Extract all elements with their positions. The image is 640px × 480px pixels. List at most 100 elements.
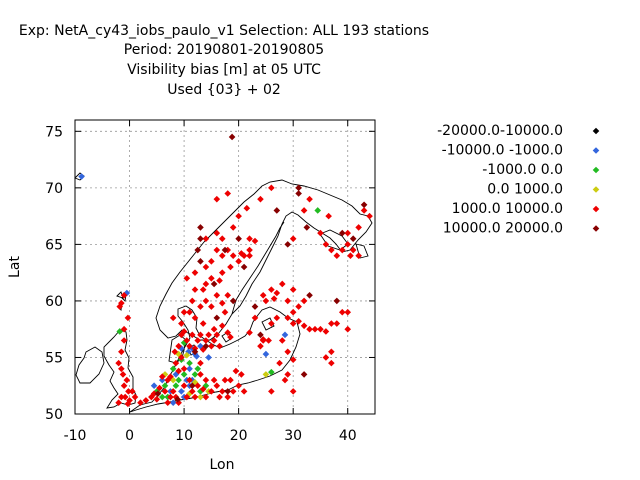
data-point xyxy=(224,291,232,299)
data-point xyxy=(284,371,292,378)
data-point xyxy=(131,393,139,401)
data-point xyxy=(306,325,313,333)
data-point xyxy=(284,314,292,322)
data-point xyxy=(202,280,210,288)
data-point xyxy=(191,269,199,276)
data-point xyxy=(284,297,292,305)
data-point xyxy=(175,399,182,406)
data-point xyxy=(188,388,196,395)
data-point xyxy=(273,289,281,297)
data-point xyxy=(123,376,131,384)
data-point xyxy=(240,388,248,395)
data-point xyxy=(208,388,215,395)
data-point xyxy=(347,252,354,259)
data-point xyxy=(221,246,229,254)
data-point xyxy=(202,376,210,384)
data-point xyxy=(119,371,127,378)
data-point xyxy=(121,393,129,401)
legend: -20000.0-10000.0 -10000.0 -1000.0 -1000.0 … xyxy=(437,123,600,237)
data-point xyxy=(115,359,122,367)
data-point xyxy=(124,314,132,322)
data-point xyxy=(158,393,166,401)
data-point xyxy=(257,342,264,350)
data-point xyxy=(240,263,248,271)
data-point xyxy=(169,399,177,406)
data-point xyxy=(193,353,200,360)
data-point xyxy=(120,291,128,299)
data-point xyxy=(355,224,362,231)
data-point xyxy=(191,345,199,352)
plot-frame xyxy=(74,119,376,415)
legend-marker xyxy=(592,166,600,174)
data-point xyxy=(161,382,169,390)
data-point xyxy=(197,393,204,401)
data-point xyxy=(238,371,245,378)
data-point xyxy=(235,212,242,220)
data-point xyxy=(284,348,292,356)
data-point xyxy=(229,252,237,259)
legend-label: -10000.0 -1000.0 xyxy=(442,143,563,159)
data-point xyxy=(188,382,196,390)
data-point xyxy=(183,275,191,282)
data-point xyxy=(273,314,281,322)
data-point xyxy=(210,325,218,333)
data-point xyxy=(202,342,210,350)
data-point xyxy=(172,382,180,390)
data-point xyxy=(289,356,297,364)
x-tick-label: 10 xyxy=(175,428,193,444)
data-point xyxy=(268,286,275,293)
data-point xyxy=(191,314,199,322)
data-point xyxy=(322,241,330,248)
data-point xyxy=(289,235,297,243)
legend-marker xyxy=(592,186,600,193)
data-point xyxy=(328,320,335,327)
data-point xyxy=(161,371,169,378)
data-point xyxy=(191,286,199,293)
y-axis-label: Lat xyxy=(7,256,23,278)
data-point xyxy=(300,322,308,330)
data-point xyxy=(156,384,163,392)
data-point xyxy=(197,371,204,378)
data-point xyxy=(281,376,289,384)
data-point xyxy=(306,291,313,299)
data-point xyxy=(232,367,240,375)
legend-label: 10000.0 20000.0 xyxy=(443,221,563,237)
data-point xyxy=(197,224,204,231)
data-point xyxy=(306,195,313,203)
data-point xyxy=(164,399,172,406)
data-point xyxy=(199,286,207,293)
data-point xyxy=(314,207,322,214)
data-point xyxy=(202,297,210,305)
data-point xyxy=(246,329,253,336)
data-point xyxy=(228,133,236,141)
data-point xyxy=(268,368,275,376)
x-axis-label: Lon xyxy=(210,457,235,473)
data-point xyxy=(224,190,232,197)
data-point xyxy=(183,351,191,359)
data-point xyxy=(186,376,193,384)
data-point xyxy=(175,350,182,358)
data-point xyxy=(183,393,191,401)
data-point xyxy=(338,308,346,316)
data-point xyxy=(338,229,346,237)
data-point xyxy=(137,399,144,406)
data-point xyxy=(218,388,226,395)
data-point xyxy=(186,308,193,316)
data-point xyxy=(289,308,297,316)
data-point xyxy=(333,320,341,327)
data-point xyxy=(118,348,125,356)
data-point xyxy=(281,331,289,339)
data-point xyxy=(268,388,275,395)
chart-title-line-2: Period: 20190801-20190805 xyxy=(124,42,324,58)
data-point xyxy=(360,201,368,209)
data-point xyxy=(333,297,341,305)
data-point xyxy=(259,291,267,299)
data-point xyxy=(186,359,193,367)
x-tick-label: 30 xyxy=(284,428,302,444)
data-point xyxy=(210,337,218,344)
data-point xyxy=(213,331,221,339)
data-point xyxy=(175,367,182,375)
data-point xyxy=(197,258,204,265)
data-point xyxy=(150,390,158,397)
data-point xyxy=(125,388,132,395)
